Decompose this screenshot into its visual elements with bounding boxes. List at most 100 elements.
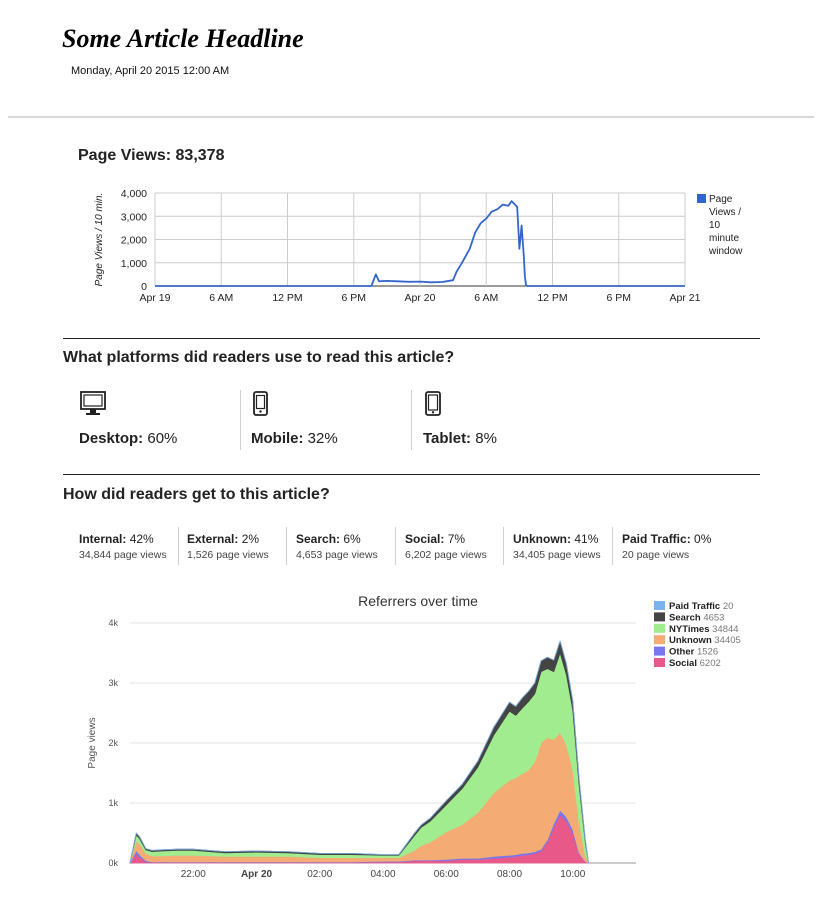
x-tick-label: 22:00 [181,869,206,880]
referrer-separator [178,527,179,565]
referrer-search-name: Search: [296,532,341,546]
desktop-icon [80,391,106,415]
legend-label: Views / [709,207,741,218]
y-tick-label: 3k [108,678,118,688]
referrer-internal-views: 34,844 page views [79,549,167,561]
legend-swatch [654,635,665,645]
legend-series-total: 34405 [712,635,741,646]
article-dateline: Monday, April 20 2015 12:00 AM [71,65,230,77]
legend-series-total: 6202 [697,658,721,669]
x-tick-label: Apr 20 [241,869,273,880]
x-tick-label: 12 PM [537,292,567,304]
referrer-unknown: Unknown: 41% 34,405 page views [513,532,601,561]
legend-series-total: 4653 [701,612,725,623]
referrer-search-value: 6% [343,532,361,546]
legend-series-name: Social [669,658,697,669]
legend-swatch [654,623,665,633]
x-tick-label: 6 AM [474,292,498,304]
legend-label: 10 [709,220,721,231]
article-headline: Some Article Headline [62,24,304,53]
legend-swatch [654,601,665,610]
referrer-separator [395,527,396,565]
x-tick-label: 10:00 [560,869,585,880]
x-tick-label: 12 PM [272,292,302,304]
platform-mobile-label: Mobile: 32% [251,430,338,447]
platform-desktop-label: Desktop: 60% [79,430,177,447]
y-tick-label: 0k [108,858,118,868]
legend-series-name: Other [669,647,695,658]
referrer-internal-name: Internal: [79,532,127,546]
referrer-social: Social: 7% 6,202 page views [405,532,487,561]
y-tick-label: 2,000 [121,235,147,247]
legend-label: NYTimes 34844 [669,624,739,635]
legend-label: Social 6202 [669,658,721,669]
referrer-external-views: 1,526 page views [187,549,269,561]
x-tick-label: Apr 19 [140,292,171,304]
chart-title: Referrers over time [358,593,478,609]
platform-tablet-name: Tablet: [423,430,472,447]
x-tick-label: 08:00 [497,869,522,880]
legend-label: minute [709,233,739,244]
referrer-separator [286,527,287,565]
legend-label: Other 1526 [669,647,718,658]
legend-series-total: 1526 [694,647,718,658]
referrer-social-value: 7% [447,532,466,546]
referrer-internal: Internal: 42% 34,844 page views [79,532,167,561]
y-tick-label: 1,000 [121,258,147,270]
platform-desktop-name: Desktop: [79,430,144,447]
platform-mobile-name: Mobile: [251,430,304,447]
legend-swatch [654,646,665,656]
referrer-paid-name: Paid Traffic: [622,532,691,546]
referrer-unknown-name: Unknown: [513,532,571,546]
referrer-paid: Paid Traffic: 0% 20 page views [622,532,711,561]
y-axis-label: Page views [87,717,98,768]
legend-series-name: NYTimes [669,624,709,635]
referrer-internal-value: 42% [129,532,154,546]
referrer-external: External: 2% 1,526 page views [187,532,269,561]
legend-label: window [708,246,743,257]
referrers-over-time-chart: Referrers over time 0k 1k 2k 3k 4k 22:00 Apr 20… [87,593,741,880]
x-tick-label: Apr 21 [670,292,701,304]
section-divider [63,338,760,339]
referrer-social-name: Social: [405,532,445,546]
header-divider [8,116,814,118]
platform-separator [240,390,241,450]
y-tick-label: 2k [108,738,118,748]
legend-series-name: Unknown [669,635,712,646]
legend-label: Page [709,194,733,205]
platform-tablet-label: Tablet: 8% [423,430,497,447]
x-tick-label: 02:00 [307,869,332,880]
y-tick-label: 3,000 [121,211,147,223]
y-tick-label: 4,000 [121,188,147,200]
y-tick-label: 4k [108,618,118,628]
x-tick-label: 6 AM [209,292,233,304]
x-tick-label: 04:00 [370,869,395,880]
x-tick-label: 6 PM [341,292,366,304]
mobile-icon [253,391,268,416]
legend-swatch [697,194,706,203]
legend-label: Search 4653 [669,612,724,623]
x-tick-label: 6 PM [606,292,631,304]
platform-mobile-value: 32% [307,430,338,447]
legend-series-total: 20 [720,601,733,612]
legend-swatch [654,658,665,667]
referrer-separator [503,527,504,565]
referrer-separator [612,527,613,565]
platform-separator [411,390,412,450]
series-line [155,200,685,287]
legend-series-name: Search [669,612,701,623]
referrer-paid-value: 0% [694,532,712,546]
tablet-icon [425,391,441,416]
legend-label: Paid Traffic 20 [669,601,733,612]
referrer-external-value: 2% [241,532,260,546]
referrer-search-views: 4,653 page views [296,549,378,561]
page-views-chart: 0 1,000 2,000 3,000 4,000 Apr 19 6 AM 12 PM 6 PM… [94,188,743,304]
y-axis-label: Page Views / 10 min. [94,193,105,287]
referrers-title: How did readers get to this article? [63,486,330,503]
legend-series-name: Paid Traffic [669,601,720,612]
y-tick-label: 0 [141,281,147,293]
area-paid-traffic [129,640,589,864]
referrer-social-views: 6,202 page views [405,549,487,561]
platform-tablet-value: 8% [475,430,497,447]
legend-label: Unknown 34405 [669,635,741,646]
